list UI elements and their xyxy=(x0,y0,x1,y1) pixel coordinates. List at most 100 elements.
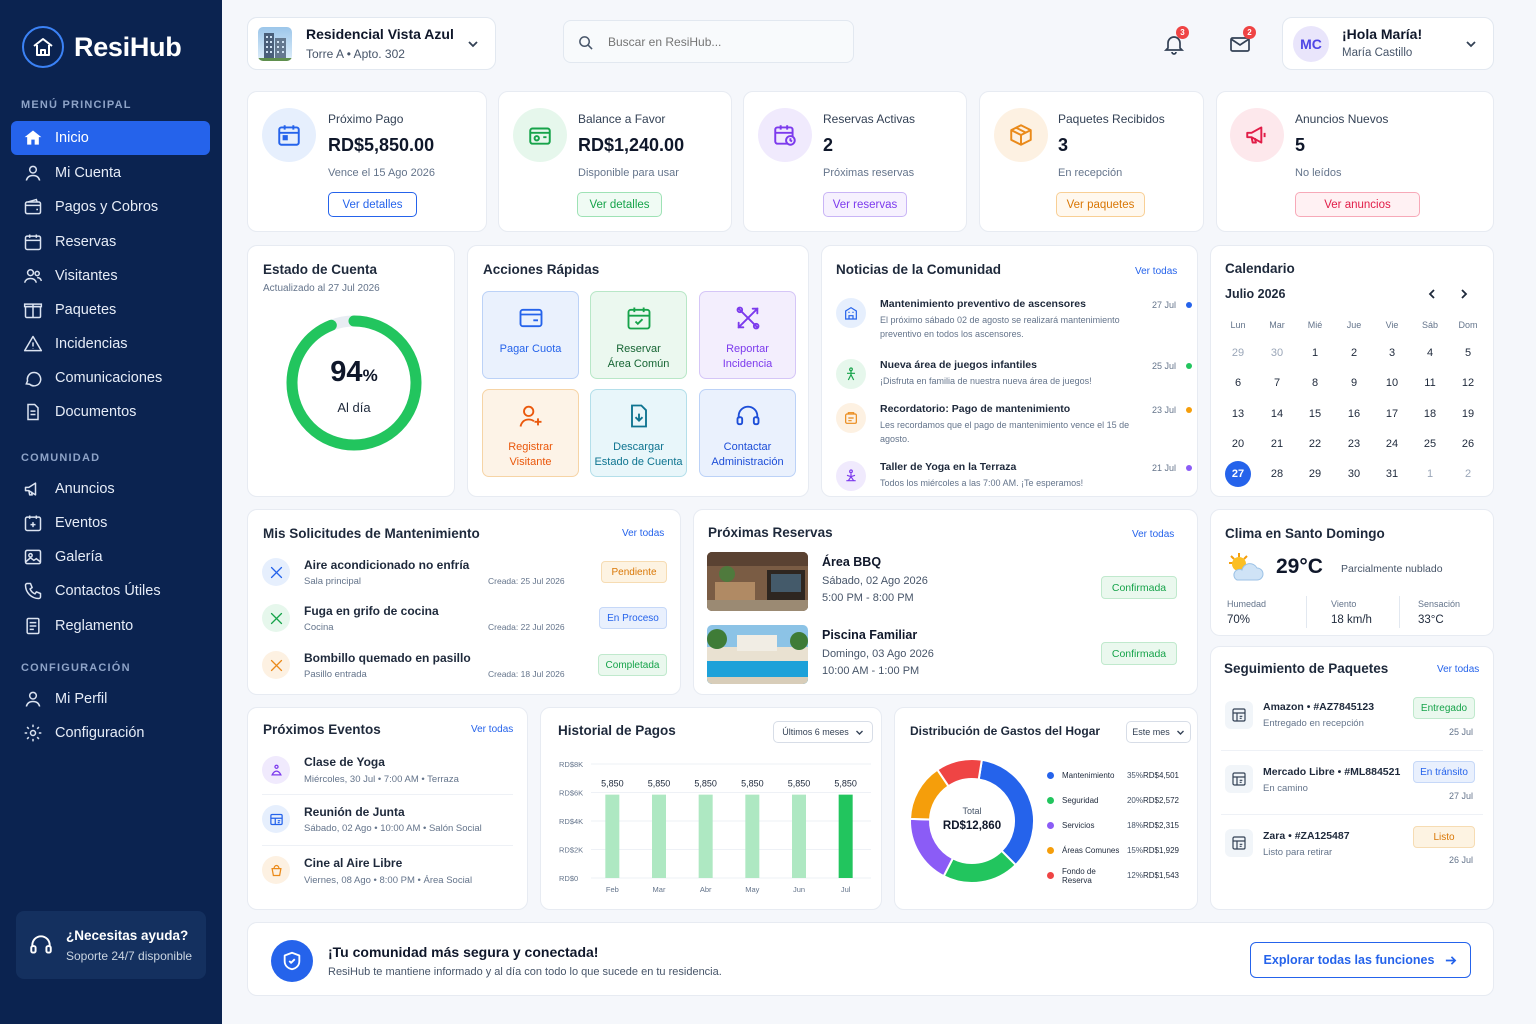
calendar-day[interactable]: 24 xyxy=(1385,437,1399,450)
explore-features-button[interactable]: Explorar todas las funciones xyxy=(1250,942,1471,978)
reservation-name[interactable]: Piscina Familiar xyxy=(822,628,918,642)
quick-action-contactar[interactable]: Contactar Administración xyxy=(699,389,796,477)
ver-detalles-balance-button[interactable]: Ver detalles xyxy=(577,192,662,217)
bar-value-label: 5,850 xyxy=(834,779,857,789)
chevron-left-icon[interactable] xyxy=(1426,288,1438,300)
calendar-day[interactable]: 22 xyxy=(1308,437,1322,450)
sidebar-item-contactos[interactable]: Contactos Útiles xyxy=(11,574,210,608)
reservations-view-all-link[interactable]: Ver todas xyxy=(1132,529,1175,540)
quick-action-registrar-visitante[interactable]: Registrar Visitante xyxy=(482,389,579,477)
sidebar-item-comunicaciones[interactable]: Comunicaciones xyxy=(11,361,210,395)
calendar-day[interactable]: 4 xyxy=(1426,347,1434,359)
donut-slice xyxy=(942,849,1018,884)
package-title[interactable]: Mercado Libre • #ML884521 xyxy=(1263,766,1401,778)
sidebar-item-incidencias[interactable]: Incidencias xyxy=(11,327,210,361)
calendar-day[interactable]: 25 xyxy=(1423,437,1437,450)
calendar-day[interactable]: 1 xyxy=(1311,347,1319,359)
calendar-day[interactable]: 14 xyxy=(1270,407,1284,420)
app-logo[interactable]: ResiHub xyxy=(22,26,182,68)
calendar-day[interactable]: 23 xyxy=(1347,437,1361,450)
sidebar-item-configuracion[interactable]: Configuración xyxy=(11,716,210,750)
news-item[interactable]: Mantenimiento preventivo de ascensores E… xyxy=(836,298,1192,339)
news-view-all-link[interactable]: Ver todas xyxy=(1135,266,1178,277)
maintenance-view-all-link[interactable]: Ver todas xyxy=(622,528,665,539)
calendar-day[interactable]: 29 xyxy=(1308,468,1322,481)
calendar-day[interactable]: 3 xyxy=(1388,347,1396,359)
calendar-day[interactable]: 17 xyxy=(1385,407,1399,420)
news-date: 25 Jul xyxy=(1151,361,1176,371)
events-view-all-link[interactable]: Ver todas xyxy=(471,724,514,735)
calendar-day[interactable]: 31 xyxy=(1385,468,1399,481)
calendar-day[interactable]: 12 xyxy=(1461,377,1475,390)
calendar-day[interactable]: 21 xyxy=(1270,437,1284,450)
calendar-day[interactable]: 19 xyxy=(1461,407,1475,420)
calendar-day[interactable]: 28 xyxy=(1270,468,1284,481)
calendar-day[interactable]: 13 xyxy=(1231,407,1245,420)
request-title[interactable]: Bombillo quemado en pasillo xyxy=(304,651,471,665)
calendar-day[interactable]: 18 xyxy=(1423,407,1437,420)
calendar-day-today[interactable]: 27 xyxy=(1225,461,1251,488)
ver-paquetes-button[interactable]: Ver paquetes xyxy=(1056,192,1145,217)
calendar-day[interactable]: 1 xyxy=(1426,468,1434,481)
user-menu[interactable]: MC ¡Hola María! María Castillo xyxy=(1282,17,1494,70)
sidebar-item-reglamento[interactable]: Reglamento xyxy=(11,609,210,643)
calendar-day[interactable]: 20 xyxy=(1231,437,1245,450)
quick-action-descargar[interactable]: Descargar Estado de Cuenta xyxy=(590,389,687,477)
quick-action-pagar-cuota[interactable]: Pagar Cuota xyxy=(482,291,579,379)
calendar-day[interactable]: 9 xyxy=(1350,377,1358,390)
news-item[interactable]: Recordatorio: Pago de mantenimiento Les … xyxy=(836,403,1192,444)
quick-action-reservar[interactable]: Reservar Área Común xyxy=(590,291,687,379)
help-box[interactable]: ¿Necesitas ayuda? Soporte 24/7 disponibl… xyxy=(16,911,206,979)
sidebar-item-documentos[interactable]: Documentos xyxy=(11,395,210,429)
calendar-day[interactable]: 15 xyxy=(1308,407,1322,420)
event-title[interactable]: Clase de Yoga xyxy=(304,755,385,769)
sidebar-item-reservas[interactable]: Reservas xyxy=(11,225,210,259)
ver-detalles-pago-button[interactable]: Ver detalles xyxy=(328,192,417,217)
ver-reservas-button[interactable]: Ver reservas xyxy=(823,192,907,217)
sidebar-item-mi-cuenta[interactable]: Mi Cuenta xyxy=(11,156,210,190)
search-input[interactable] xyxy=(608,32,838,52)
calendar-day[interactable]: 30 xyxy=(1347,468,1361,481)
sidebar-item-inicio[interactable]: Inicio xyxy=(11,121,210,155)
request-title[interactable]: Fuga en grifo de cocina xyxy=(304,604,439,618)
calendar-day[interactable]: 2 xyxy=(1350,347,1358,359)
news-item[interactable]: Nueva área de juegos infantiles ¡Disfrut… xyxy=(836,359,1192,389)
expenses-period-select[interactable]: Este mes xyxy=(1126,721,1191,743)
calendar-day[interactable]: 26 xyxy=(1461,437,1475,450)
sidebar-item-anuncios[interactable]: Anuncios xyxy=(11,472,210,506)
notifications-button[interactable]: 3 xyxy=(1160,26,1189,58)
chevron-right-icon[interactable] xyxy=(1458,288,1470,300)
calendar-day[interactable]: 5 xyxy=(1464,347,1472,359)
calendar-day[interactable]: 29 xyxy=(1231,347,1245,359)
sidebar-item-paquetes[interactable]: Paquetes xyxy=(11,293,210,327)
calendar-day[interactable]: 30 xyxy=(1270,347,1284,359)
calendar-day[interactable]: 16 xyxy=(1347,407,1361,420)
sidebar-item-mi-perfil[interactable]: Mi Perfil xyxy=(11,682,210,716)
payments-period-select[interactable]: Últimos 6 meses xyxy=(773,721,873,743)
package-icon xyxy=(994,108,1048,162)
sidebar-item-visitantes[interactable]: Visitantes xyxy=(11,259,210,293)
packages-view-all-link[interactable]: Ver todas xyxy=(1437,664,1480,675)
event-title[interactable]: Cine al Aire Libre xyxy=(304,856,403,870)
calendar-day[interactable]: 6 xyxy=(1234,377,1242,390)
calendar-day[interactable]: 11 xyxy=(1424,377,1436,390)
event-title[interactable]: Reunión de Junta xyxy=(304,805,405,819)
news-item[interactable]: Taller de Yoga en la Terraza Todos los m… xyxy=(836,461,1192,491)
request-title[interactable]: Aire acondicionado no enfría xyxy=(304,558,470,572)
search-box[interactable] xyxy=(563,20,854,63)
sidebar-item-pagos[interactable]: Pagos y Cobros xyxy=(11,190,210,224)
residence-selector[interactable]: Residencial Vista Azul Torre A • Apto. 3… xyxy=(247,17,496,70)
package-title[interactable]: Zara • #ZA125487 xyxy=(1263,830,1350,842)
messages-button[interactable]: 2 xyxy=(1226,26,1256,58)
user-icon xyxy=(25,165,41,181)
calendar-day[interactable]: 7 xyxy=(1273,377,1281,390)
sidebar-item-galeria[interactable]: Galería xyxy=(11,540,210,574)
ver-anuncios-button[interactable]: Ver anuncios xyxy=(1295,192,1420,217)
package-title[interactable]: Amazon • #AZ7845123 xyxy=(1263,701,1375,713)
calendar-day[interactable]: 2 xyxy=(1464,468,1472,481)
quick-action-reportar[interactable]: Reportar Incidencia xyxy=(699,291,796,379)
reservation-name[interactable]: Área BBQ xyxy=(822,555,882,569)
calendar-day[interactable]: 8 xyxy=(1311,377,1319,390)
calendar-day[interactable]: 10 xyxy=(1385,377,1399,390)
sidebar-item-eventos[interactable]: Eventos xyxy=(11,506,210,540)
